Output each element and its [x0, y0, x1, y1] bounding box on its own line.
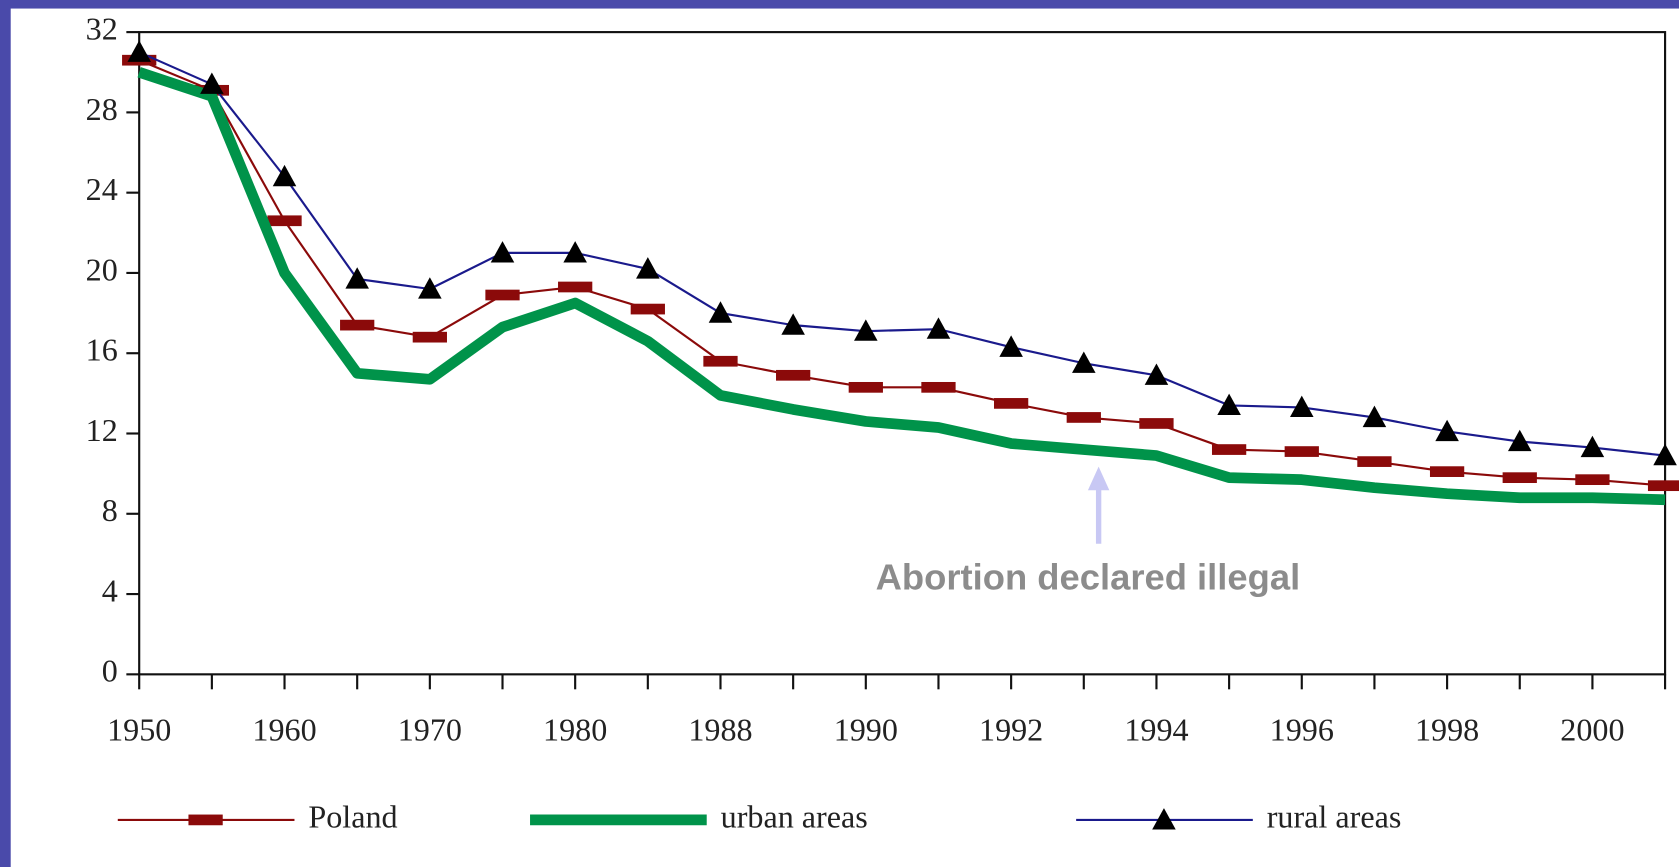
marker — [1502, 472, 1537, 484]
marker — [708, 301, 733, 323]
y-tick-label: 8 — [102, 492, 118, 528]
y-tick-label: 24 — [86, 171, 118, 207]
y-tick-label: 28 — [86, 91, 118, 127]
marker — [1289, 395, 1314, 418]
marker — [127, 40, 151, 62]
x-tick-label: 1994 — [1124, 712, 1188, 748]
legend-label: rural areas — [1267, 798, 1402, 834]
marker — [1139, 418, 1174, 429]
marker — [490, 241, 515, 263]
x-tick-label: 1950 — [107, 712, 171, 748]
series-line — [138, 51, 1666, 457]
marker — [267, 215, 302, 227]
marker — [1575, 474, 1610, 486]
marker — [340, 319, 375, 331]
marker — [1066, 412, 1101, 423]
marker — [200, 72, 224, 94]
legend-label: urban areas — [721, 798, 868, 834]
marker — [1152, 808, 1176, 830]
marker — [1357, 456, 1392, 467]
y-tick-label: 0 — [102, 653, 118, 689]
x-tick-label: 1960 — [252, 712, 316, 748]
marker — [1284, 446, 1319, 457]
x-tick-label: 1988 — [688, 712, 752, 748]
marker — [345, 267, 369, 289]
marker — [781, 313, 805, 335]
marker — [926, 317, 951, 339]
marker — [1072, 351, 1096, 373]
panel — [10, 8, 1679, 867]
marker — [1211, 444, 1247, 455]
x-tick-label: 1990 — [834, 712, 898, 748]
x-tick-label: 1998 — [1415, 712, 1479, 748]
marker — [272, 164, 297, 187]
marker — [703, 355, 738, 367]
y-tick-label: 12 — [86, 412, 118, 448]
marker — [558, 281, 593, 293]
marker — [412, 331, 447, 343]
marker — [921, 381, 956, 393]
series-line — [137, 67, 1666, 506]
marker — [188, 814, 223, 826]
marker — [636, 257, 660, 279]
y-tick-label: 20 — [86, 251, 118, 287]
x-tick-label: 2000 — [1560, 712, 1624, 748]
legend-label: Poland — [308, 798, 397, 834]
marker — [999, 335, 1023, 357]
marker — [418, 277, 442, 299]
marker — [776, 369, 811, 381]
x-tick-label: 1992 — [979, 712, 1043, 748]
y-tick-label: 16 — [86, 332, 118, 368]
annotation-arrowhead — [1087, 466, 1110, 491]
marker — [854, 319, 878, 341]
marker — [1507, 429, 1532, 452]
series-line — [138, 59, 1666, 487]
marker — [630, 303, 665, 315]
annotation: Abortion declared illegal — [876, 557, 1301, 598]
marker — [1435, 419, 1459, 442]
x-tick-label: 1996 — [1270, 712, 1334, 748]
marker — [1144, 363, 1169, 385]
marker — [1217, 393, 1241, 416]
x-tick-label: 1970 — [398, 712, 462, 748]
marker — [1429, 466, 1465, 477]
marker — [1653, 443, 1677, 466]
y-tick-label: 32 — [86, 10, 118, 46]
marker — [485, 289, 520, 301]
marker — [1362, 405, 1387, 428]
x-tick-label: 1980 — [543, 712, 607, 748]
y-tick-label: 4 — [102, 572, 118, 608]
marker — [848, 381, 883, 393]
marker — [563, 241, 587, 263]
marker — [1647, 480, 1679, 492]
marker — [1580, 435, 1605, 458]
marker — [993, 398, 1029, 409]
